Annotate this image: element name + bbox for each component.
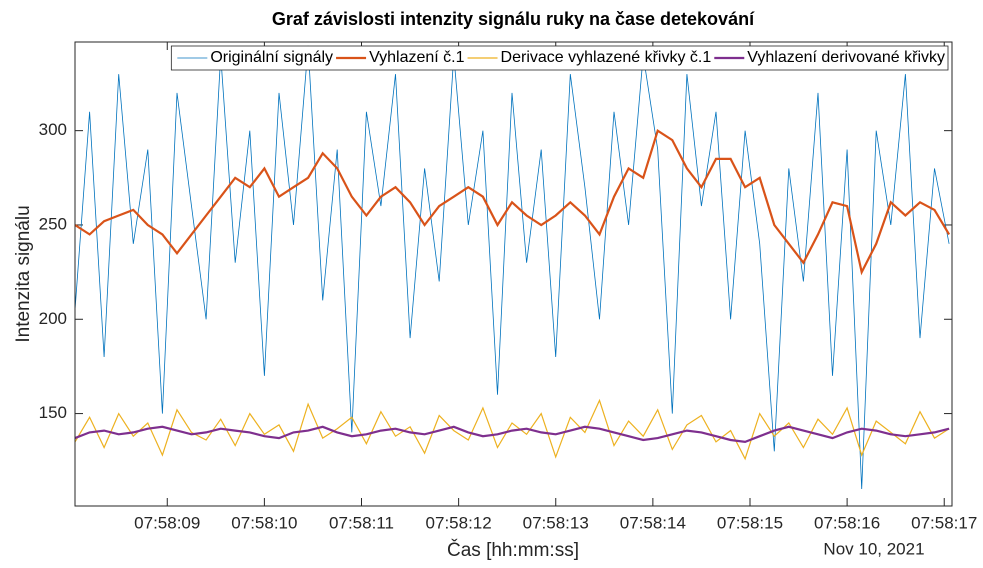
x-tick-label: 07:58:11 xyxy=(329,513,394,532)
series-line xyxy=(75,425,950,444)
x-axis-label: Čas [hh:mm:ss] xyxy=(447,539,579,561)
legend-label: Vyhlazení derivované křivky xyxy=(747,49,945,66)
legend-label: Originální signály xyxy=(210,49,333,66)
chart-title: Graf závislosti intenzity signálu ruky n… xyxy=(272,9,755,29)
legend-box xyxy=(170,45,949,71)
y-tick-label: 300 xyxy=(39,120,67,139)
y-tick-label: 150 xyxy=(39,403,67,422)
y-axis-label: Intenzita signálu xyxy=(13,205,34,342)
x-tick-label: 07:58:17 xyxy=(911,513,977,532)
legend: Originální signály Vyhlazení č.1 Derivace … xyxy=(170,45,949,71)
x-tick-label: 07:58:09 xyxy=(134,513,200,532)
y-tick-label: 200 xyxy=(39,309,67,328)
legend-label: Vyhlazení č.1 xyxy=(369,49,465,66)
x-tick-label: 07:58:14 xyxy=(620,513,686,532)
plot-area xyxy=(75,45,951,490)
series-line xyxy=(75,128,951,276)
series-line xyxy=(75,398,950,461)
x-tick-label: 07:58:12 xyxy=(426,513,492,532)
x-tick-label: 07:58:10 xyxy=(231,513,297,532)
x-tick-label: 07:58:16 xyxy=(814,513,880,532)
x-tick-label: 07:58:13 xyxy=(523,513,589,532)
x-tick-label: 07:58:15 xyxy=(717,513,783,532)
x-date-label: Nov 10, 2021 xyxy=(823,539,924,558)
legend-label: Derivace vyhlazené křivky č.1 xyxy=(501,49,712,66)
y-tick-label: 250 xyxy=(39,214,67,233)
axes-box xyxy=(74,41,953,507)
